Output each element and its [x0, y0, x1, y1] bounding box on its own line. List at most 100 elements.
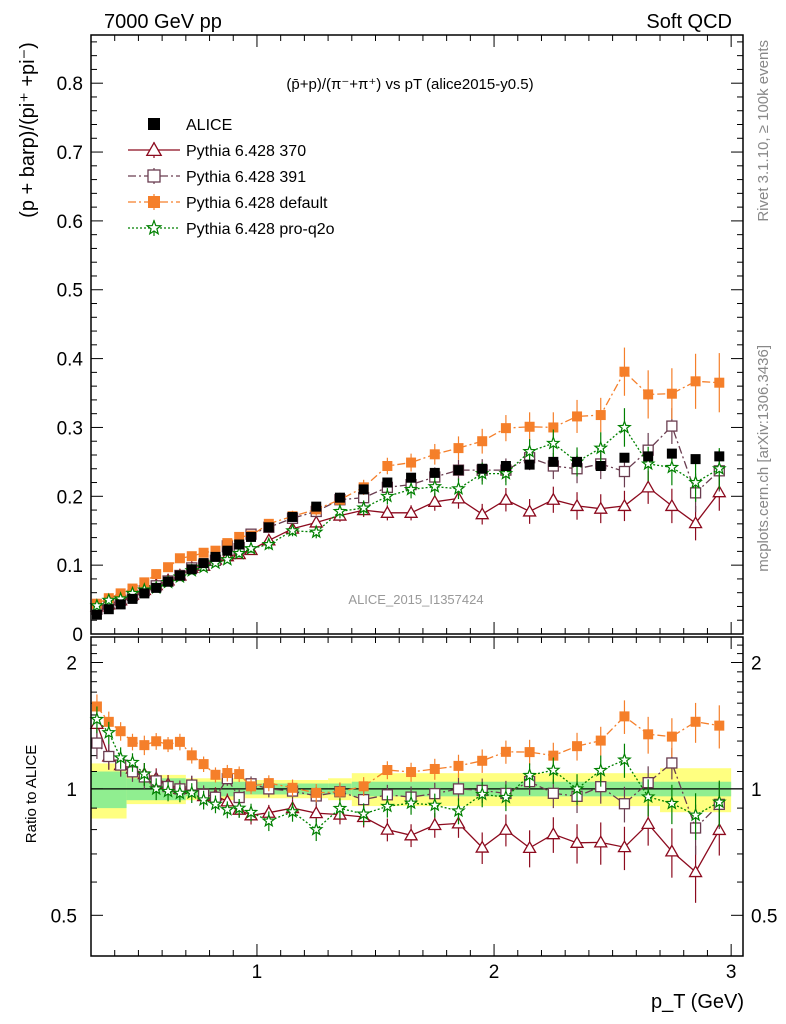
data-point [690, 376, 701, 387]
ratio-data-point [569, 781, 585, 796]
main-panel-series [89, 347, 727, 620]
ratio-data-point [311, 787, 322, 798]
y-tick-label-ratio-right: 0.5 [751, 906, 777, 927]
ratio-data-point [641, 816, 656, 830]
panel-frames [90, 34, 744, 957]
ratio-data-point [125, 754, 140, 769]
data-point [429, 467, 440, 478]
ratio-data-point [452, 783, 465, 795]
ratio-data-point [477, 755, 488, 766]
data-point [498, 492, 514, 505]
ratio-data-point [101, 725, 117, 739]
ratio-data-point [210, 769, 221, 780]
ratio-data-point [148, 781, 164, 796]
y-tick-label-main: 0.3 [57, 418, 83, 439]
data-point [311, 501, 322, 512]
data-point [618, 465, 631, 478]
ratio-data-point [113, 750, 128, 765]
data-point [666, 420, 678, 432]
data-point [619, 366, 630, 377]
data-point [714, 451, 725, 462]
data-point [127, 593, 138, 604]
data-point [89, 598, 105, 612]
ratio-data-point [285, 803, 300, 819]
data-point [666, 448, 677, 459]
ratio-data-point [222, 768, 233, 779]
ratio-data-point [136, 766, 152, 781]
ratio-data-point [234, 769, 245, 780]
ratio-data-point [688, 864, 703, 878]
data-point [619, 452, 630, 463]
y-tick-label-main: 0 [72, 625, 83, 646]
ratio-data-point [115, 726, 126, 737]
data-point [101, 592, 117, 607]
data-point [151, 569, 162, 580]
ratio-data-point [127, 736, 138, 747]
y-tick-label-main: 0.7 [57, 143, 83, 164]
data-point [714, 377, 725, 388]
data-point [380, 505, 395, 518]
ratio-data-point [714, 720, 725, 731]
ratio-data-point [380, 822, 395, 835]
ratio-data-point [380, 798, 395, 813]
data-point [453, 443, 464, 454]
ratio-data-point [219, 801, 235, 816]
data-point [382, 461, 393, 472]
data-point [210, 551, 221, 562]
ratio-data-point [261, 813, 277, 828]
main-panel-frame [90, 34, 744, 635]
ratio-data-point [712, 822, 727, 836]
ratio-data-point [309, 805, 324, 819]
data-point [103, 604, 114, 615]
data-point [429, 449, 440, 460]
ratio-data-point [174, 736, 185, 747]
data-point [572, 456, 583, 467]
legend-marker [148, 196, 160, 208]
legend-label: Pythia 6.428 370 [186, 143, 306, 160]
y-tick-label-main: 0.4 [57, 350, 84, 371]
x-tick-label: 1 [252, 962, 263, 983]
data-point [498, 465, 514, 480]
data-point [358, 484, 369, 495]
data-point [524, 421, 535, 432]
ratio-data-point [198, 759, 209, 770]
ratio-data-point [619, 711, 630, 722]
ratio-data-point [453, 760, 464, 771]
ratio-data-point [451, 803, 466, 818]
ratio-data-point [91, 737, 103, 749]
data-point [243, 540, 259, 555]
ratio-data-point [231, 800, 247, 815]
ratio-data-point [666, 757, 678, 769]
data-point [234, 539, 245, 550]
y-tick-label-main: 0.1 [57, 556, 83, 577]
ratio-data-point [545, 762, 561, 777]
header-left: 7000 GeV pp [104, 11, 222, 33]
ratio-data-point [688, 807, 703, 822]
data-point [246, 531, 257, 542]
y-axis-label-main: (p + barp)/(pi⁺ +pi⁻) [17, 42, 39, 218]
data-point [174, 553, 185, 564]
data-point [356, 500, 372, 515]
ratio-data-point [524, 747, 535, 758]
ratio-data-point [593, 835, 608, 848]
data-point [91, 609, 102, 620]
ratio-data-point [711, 794, 727, 809]
data-point [617, 498, 632, 512]
ratio-series-pythia-6-428-pro-q2o [89, 706, 727, 842]
ratio-data-point [382, 765, 393, 776]
ratio-series-line [96, 723, 720, 874]
data-point [163, 562, 174, 573]
y-axis-label-ratio: Ratio to ALICE [23, 745, 40, 843]
x-tick-label: 3 [726, 962, 737, 983]
data-point [139, 588, 150, 599]
data-point [285, 522, 300, 538]
series-alice [91, 448, 725, 620]
y-tick-label-main: 0.2 [57, 487, 83, 508]
data-point [219, 551, 235, 566]
ratio-data-point [139, 740, 150, 751]
ratio-data-point [617, 752, 632, 767]
data-point [427, 479, 443, 493]
ratio-data-point [664, 795, 680, 810]
ratio-data-point [287, 782, 298, 793]
